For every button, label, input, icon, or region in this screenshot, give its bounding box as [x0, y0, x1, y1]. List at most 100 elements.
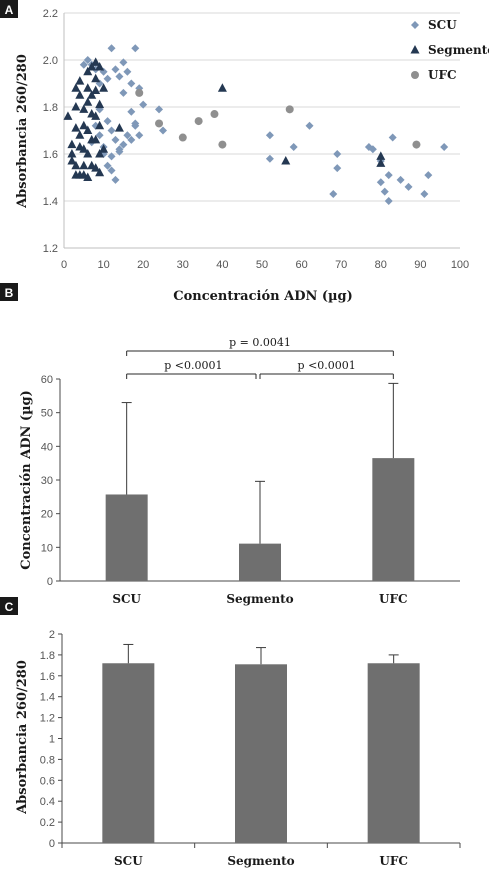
- y-tick-label: 0: [47, 576, 53, 588]
- x-tick-label: 0: [61, 259, 67, 271]
- data-point-segmento: [83, 66, 93, 76]
- data-point-scu: [107, 152, 116, 161]
- data-point-scu: [368, 145, 377, 154]
- data-point-segmento: [83, 125, 93, 134]
- legend-label-ufc: UFC: [428, 68, 457, 82]
- y-tick-label: 0.2: [40, 817, 55, 829]
- data-point-ufc: [178, 133, 187, 142]
- bar-chart-b: Concentración ADN (µg) 0 10 20 30 40 50 60 SCU S…: [19, 336, 460, 606]
- data-point-segmento: [376, 151, 386, 160]
- data-point-scu: [384, 171, 393, 180]
- data-point-scu: [103, 117, 112, 126]
- bar-segmento: [239, 543, 281, 581]
- data-point-scu: [388, 133, 397, 142]
- data-point-scu: [119, 140, 128, 149]
- data-point-scu: [420, 189, 429, 198]
- data-point-ufc: [412, 140, 421, 149]
- y-tick-label: 1.6: [43, 149, 58, 161]
- data-point-scu: [103, 74, 112, 83]
- panel-label-a-box: [0, 0, 18, 18]
- data-point-scu: [111, 135, 120, 144]
- data-point-segmento: [376, 158, 386, 167]
- data-point-segmento: [95, 167, 105, 177]
- p-value-label: p <0.0001: [298, 359, 356, 372]
- chart-c-ylabel: Absorbancia 260/280: [15, 660, 30, 815]
- category-label-segmento: Segmento: [226, 592, 293, 606]
- data-point-ufc: [194, 117, 203, 126]
- data-point-segmento: [95, 99, 105, 109]
- data-point-scu: [424, 171, 433, 180]
- y-tick-label: 40: [41, 441, 53, 453]
- data-point-scu: [329, 189, 338, 198]
- data-point-segmento: [91, 57, 101, 66]
- data-point-scu: [139, 100, 148, 109]
- y-tick-label: 60: [41, 374, 53, 386]
- data-point-scu: [131, 44, 140, 53]
- data-point-segmento: [87, 62, 97, 71]
- data-point-scu: [127, 107, 136, 116]
- panel-label-c-text: C: [5, 600, 14, 614]
- x-tick-label: 40: [216, 259, 228, 271]
- y-tick-label: 20: [41, 509, 53, 521]
- y-tick-label: 1.2: [43, 243, 58, 255]
- chart-b-ylabel: Concentración ADN (µg): [19, 390, 34, 570]
- legend-marker-segmento: [410, 45, 420, 54]
- y-tick-label: 2.0: [43, 55, 58, 67]
- data-point-segmento: [83, 149, 93, 158]
- data-point-segmento: [75, 90, 85, 99]
- x-tick-label: 60: [295, 259, 307, 271]
- data-point-segmento: [91, 85, 101, 95]
- data-point-segmento: [75, 130, 85, 139]
- data-point-segmento: [83, 97, 93, 106]
- data-point-ufc: [135, 88, 144, 97]
- y-tick-label: 10: [41, 542, 53, 554]
- x-tick-label: 10: [97, 259, 109, 271]
- y-tick-label: 1.8: [40, 650, 55, 662]
- data-point-scu: [384, 197, 393, 205]
- data-point-scu: [305, 121, 314, 130]
- data-point-scu: [440, 142, 449, 151]
- data-point-scu: [265, 131, 274, 140]
- panel-label-a-text: A: [5, 3, 14, 17]
- x-tick-label: 100: [451, 259, 469, 271]
- legend-marker-scu: [411, 21, 419, 29]
- y-tick-label: 1.4: [40, 692, 55, 704]
- panel-label-a: A: [0, 0, 18, 18]
- data-point-scu: [135, 131, 144, 140]
- data-point-segmento: [71, 102, 81, 111]
- data-point-ufc: [285, 105, 294, 114]
- category-label-ufc: UFC: [379, 854, 408, 868]
- data-point-scu: [83, 56, 92, 64]
- data-point-scu: [396, 175, 405, 184]
- panel-label-b-box: [0, 283, 18, 301]
- data-point-segmento: [91, 163, 101, 172]
- x-tick-label: 20: [137, 259, 149, 271]
- data-point-scu: [115, 72, 124, 81]
- data-point-segmento: [91, 73, 101, 83]
- data-point-segmento: [71, 83, 81, 92]
- bar-scu: [102, 663, 155, 843]
- data-point-segmento: [63, 111, 73, 120]
- panel-label-c-box: [0, 597, 18, 615]
- data-point-segmento: [79, 120, 89, 130]
- y-tick-label: 2.2: [43, 8, 58, 20]
- data-point-scu: [95, 131, 104, 140]
- data-point-scu: [127, 79, 136, 88]
- scatter-chart-a: Absorbancia 260/280 Concentración ADN (µ…: [15, 8, 489, 304]
- panel-label-b-text: B: [5, 286, 14, 300]
- x-tick-label: 30: [177, 259, 189, 271]
- data-point-scu: [79, 60, 88, 69]
- data-point-scu: [123, 67, 132, 76]
- data-point-scu: [376, 178, 385, 187]
- data-point-segmento: [75, 76, 85, 85]
- data-point-scu: [119, 88, 128, 97]
- data-point-segmento: [71, 160, 81, 170]
- data-point-scu: [107, 126, 116, 135]
- data-point-segmento: [95, 149, 105, 158]
- x-tick-label: 80: [375, 259, 387, 271]
- data-point-segmento: [83, 83, 93, 92]
- data-point-scu: [119, 58, 128, 67]
- data-point-segmento: [95, 62, 105, 71]
- data-point-segmento: [79, 144, 89, 153]
- y-tick-label: 0.6: [40, 775, 55, 787]
